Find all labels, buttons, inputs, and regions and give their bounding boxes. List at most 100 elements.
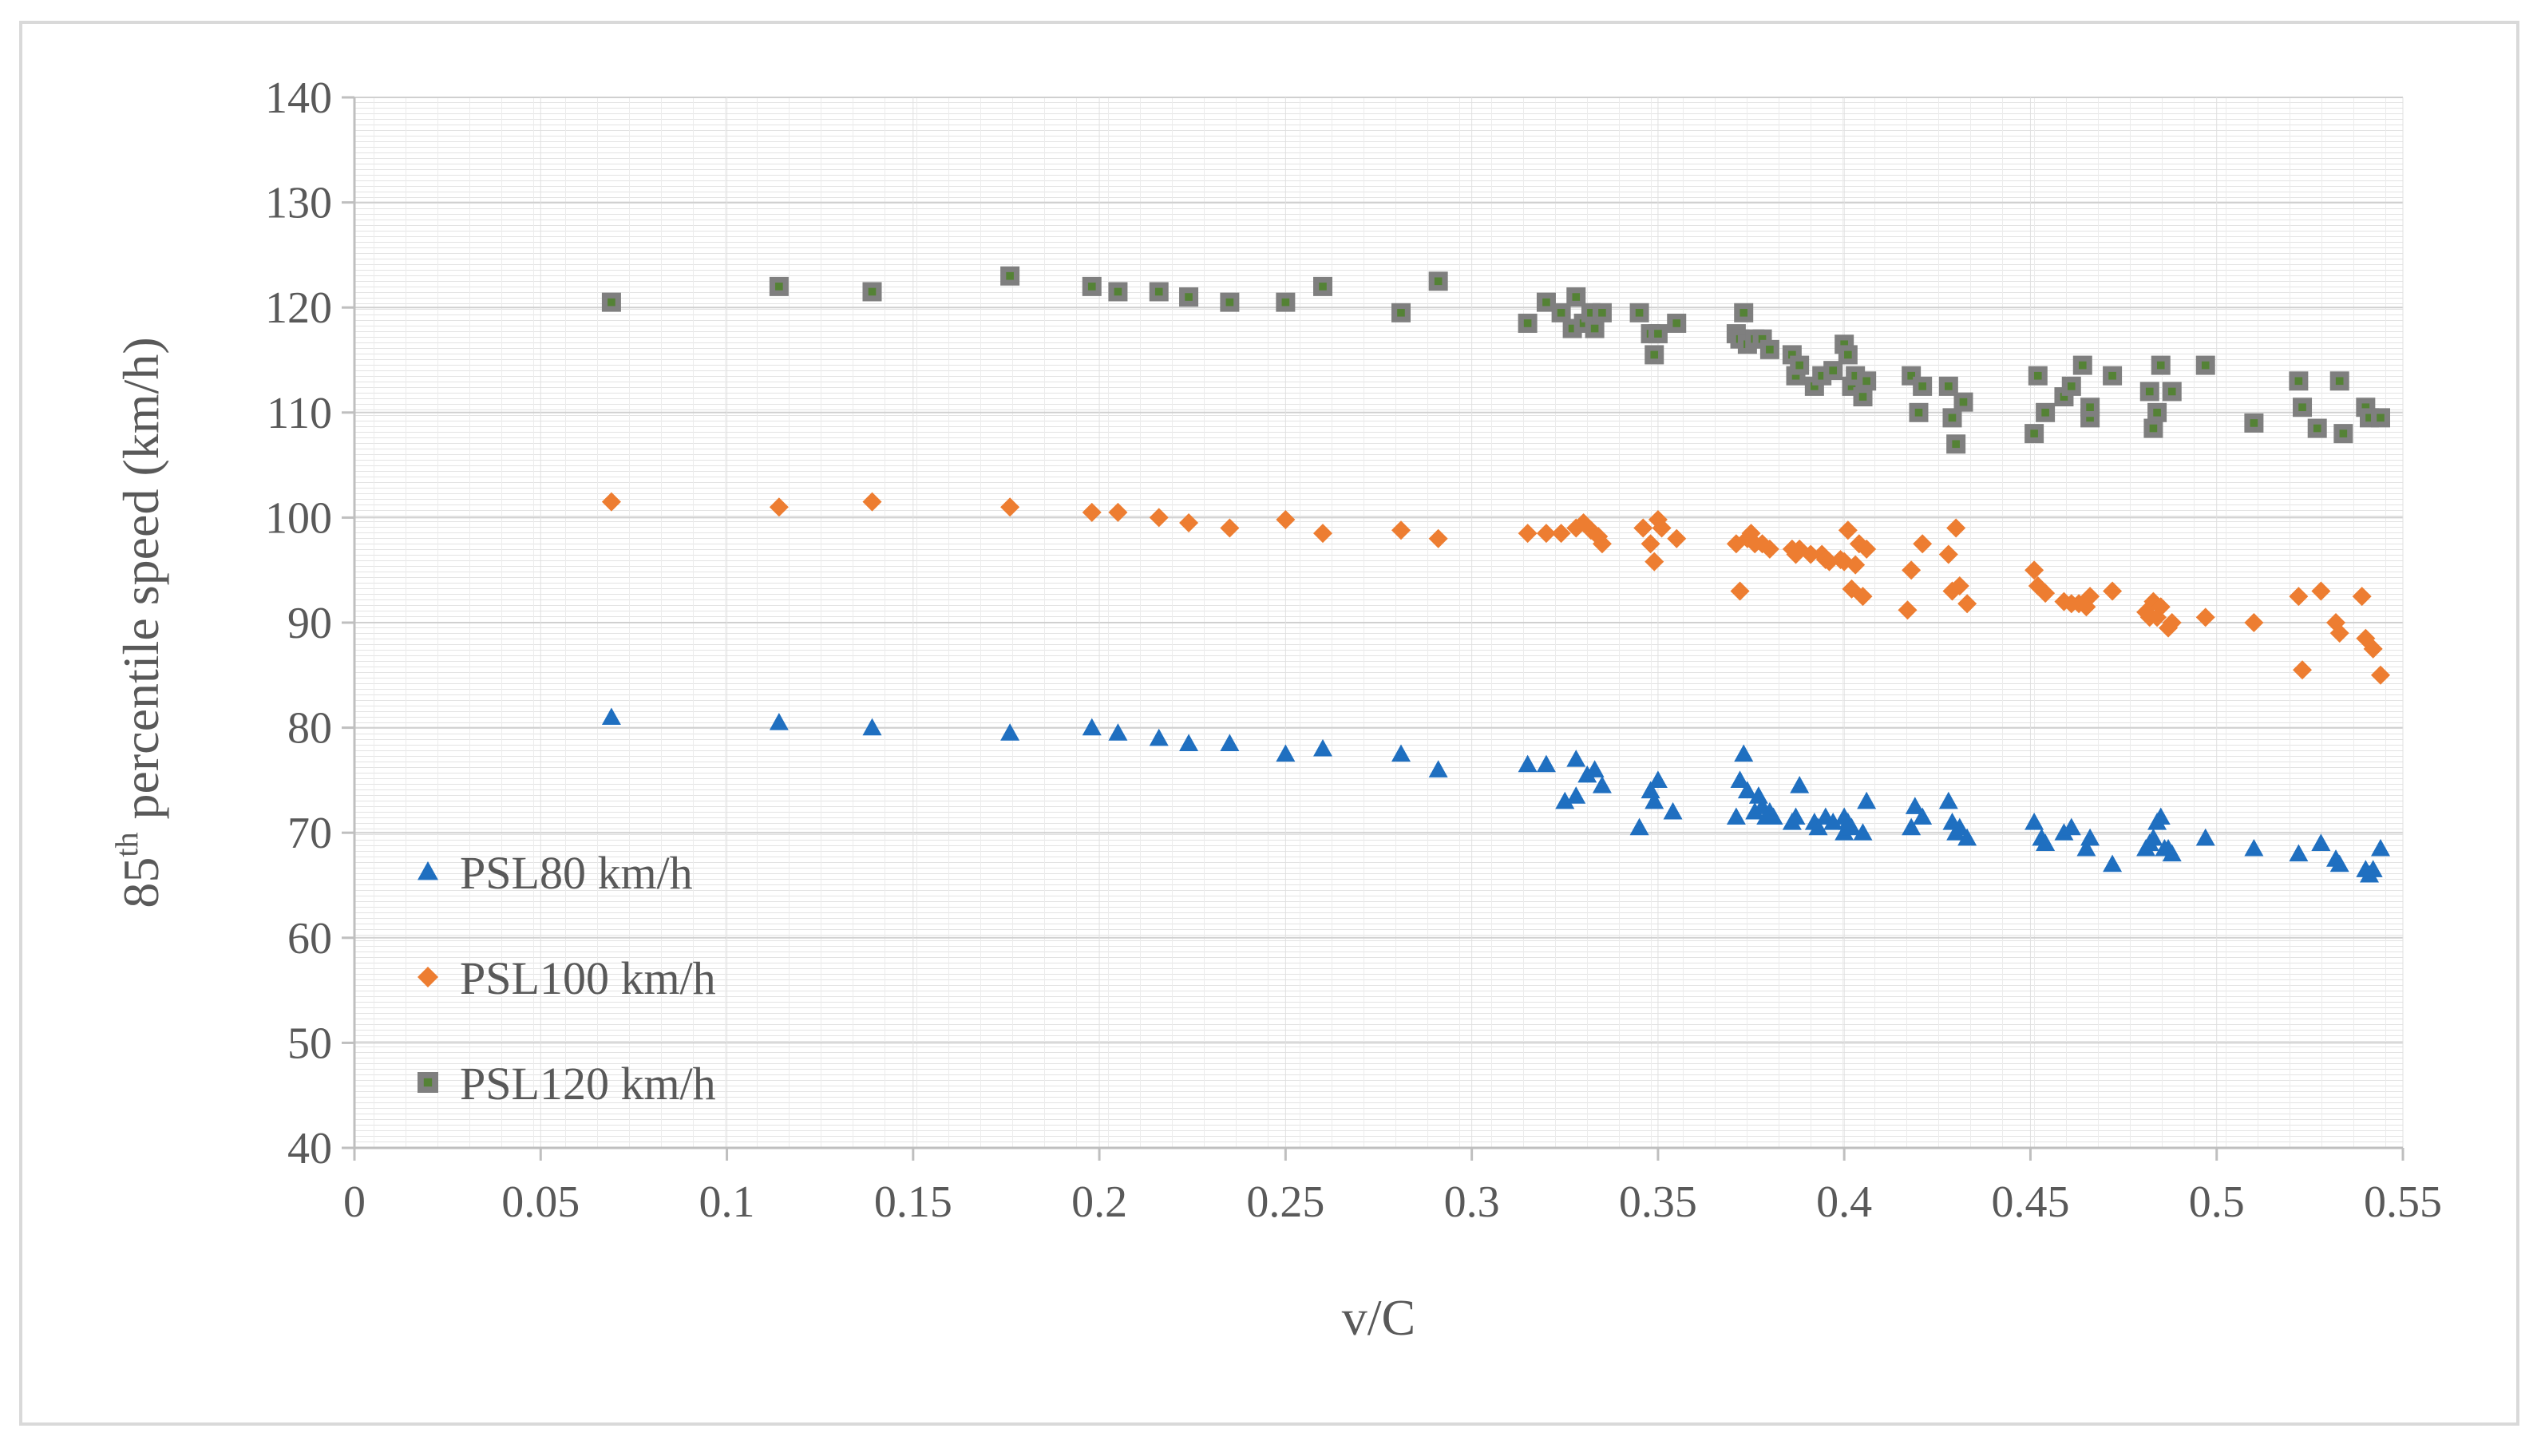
- data-point: [2371, 665, 2391, 685]
- data-point: [1082, 502, 1102, 522]
- data-point: [769, 497, 789, 517]
- x-tick-label: 0.55: [2364, 1177, 2442, 1227]
- data-point: [1730, 770, 1750, 788]
- data-point: [2363, 639, 2383, 659]
- data-point: [1592, 534, 1612, 554]
- data-point: [1000, 723, 1020, 741]
- data-point: [1428, 271, 1448, 291]
- data-point: [2076, 838, 2096, 857]
- data-point: [1726, 807, 1746, 825]
- data-point: [1648, 770, 1668, 788]
- x-tick-label: 0.5: [2189, 1177, 2245, 1227]
- x-tick-label: 0.2: [1071, 1177, 1127, 1227]
- data-point: [1763, 807, 1783, 825]
- data-point: [1000, 266, 1020, 286]
- x-axis-title: v/C: [1342, 1289, 1415, 1346]
- data-point: [601, 707, 621, 726]
- data-point: [1629, 817, 1649, 836]
- data-point: [862, 282, 882, 302]
- chart-svg: 40 50 60 70 80 90 100 110 120 130 140 0 0.05 0.1 0.15 0…: [109, 73, 2442, 1346]
- data-point: [1518, 754, 1538, 773]
- y-tick-label: 80: [287, 704, 332, 754]
- data-point: [1734, 303, 1754, 322]
- data-point: [2036, 402, 2056, 422]
- data-point: [2329, 854, 2349, 872]
- data-point: [769, 713, 789, 730]
- data-point: [1838, 345, 1858, 365]
- data-point: [1898, 600, 1918, 620]
- data-point: [1734, 744, 1754, 762]
- legend-marker: [418, 861, 438, 880]
- data-point: [1759, 339, 1779, 359]
- data-point: [2103, 366, 2123, 386]
- data-point: [1585, 760, 1605, 777]
- data-point: [1276, 292, 1296, 312]
- data-point: [2139, 382, 2159, 402]
- data-point: [2289, 844, 2309, 862]
- data-point: [2329, 623, 2349, 643]
- axes: [342, 96, 2404, 1161]
- data-point: [1179, 512, 1199, 532]
- data-point: [2293, 398, 2313, 417]
- data-point: [2143, 828, 2163, 846]
- data-point: [2151, 807, 2171, 825]
- grid-lines: [354, 97, 2404, 1149]
- data-point: [2371, 408, 2391, 428]
- data-point: [1108, 502, 1128, 522]
- data-point: [1179, 734, 1199, 751]
- data-point: [2162, 844, 2182, 862]
- legend-marker: [418, 967, 438, 987]
- y-tick-label: 50: [287, 1019, 332, 1068]
- y-tick-label: 70: [287, 809, 332, 858]
- legend-item-3: PSL120 km/h: [418, 1058, 716, 1110]
- data-point: [1949, 576, 1969, 595]
- data-point: [1082, 276, 1102, 296]
- data-point: [2024, 560, 2044, 580]
- data-point: [1808, 817, 1828, 836]
- data-point: [862, 492, 882, 512]
- data-point: [601, 292, 621, 312]
- data-point: [1428, 528, 1448, 548]
- data-point: [1913, 376, 1933, 396]
- data-point: [2080, 828, 2100, 846]
- series-2: [601, 492, 2391, 685]
- data-point: [1641, 534, 1660, 554]
- data-point: [1428, 760, 1448, 777]
- data-point: [2080, 587, 2100, 607]
- data-point: [1902, 817, 1922, 836]
- data-point: [1652, 518, 1672, 538]
- y-tick-label: 120: [265, 283, 332, 333]
- data-point: [1913, 807, 1933, 825]
- data-point: [1391, 744, 1411, 762]
- data-point: [2289, 371, 2309, 391]
- x-tick-label: 0.15: [874, 1177, 952, 1227]
- data-point: [1938, 791, 1958, 809]
- data-point: [1313, 738, 1333, 757]
- data-point: [1737, 781, 1757, 799]
- x-tick-label: 0.3: [1444, 1177, 1500, 1227]
- x-tick-label: 0.45: [1991, 1177, 2069, 1227]
- y-tick-label: 130: [265, 179, 332, 228]
- data-point: [1667, 528, 1687, 548]
- data-point: [1551, 524, 1571, 544]
- legend-label: PSL80 km/h: [460, 847, 693, 899]
- data-point: [2195, 355, 2215, 375]
- data-point: [1942, 408, 1962, 428]
- data-point: [1082, 718, 1102, 736]
- data-point: [2162, 382, 2182, 402]
- data-point: [2244, 413, 2264, 433]
- x-tick-label: 0.4: [1816, 1177, 1872, 1227]
- data-point: [1648, 324, 1668, 344]
- data-point: [1629, 303, 1649, 322]
- data-point: [1759, 539, 1779, 559]
- data-point: [1276, 510, 1296, 530]
- data-point: [1000, 497, 1020, 517]
- x-tick-label: 0.05: [501, 1177, 580, 1227]
- data-point: [2072, 355, 2092, 375]
- data-point: [1953, 392, 1973, 412]
- x-tick-label: 0.35: [1619, 1177, 1697, 1227]
- data-point: [2103, 581, 2123, 601]
- data-point: [1857, 371, 1877, 391]
- data-point: [1149, 282, 1169, 302]
- data-point: [1902, 560, 1922, 580]
